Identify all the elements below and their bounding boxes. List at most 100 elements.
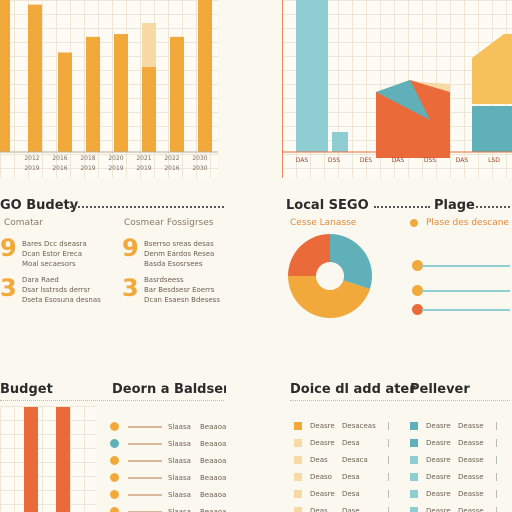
list-item-bar (128, 443, 162, 445)
list-item-marker (410, 507, 418, 512)
pie-slice (330, 234, 372, 289)
list-item-divider (388, 507, 389, 512)
bottom-left-bar-grid (0, 406, 96, 512)
mid-right-title: Local SEGO (286, 198, 369, 213)
mid-right-subtitle: Cesse Lanasse (290, 218, 357, 228)
bar (114, 34, 128, 152)
list-item: Bares Dcc dseasra (22, 240, 87, 248)
bottom-left-title: Budget (0, 382, 53, 397)
bar (58, 52, 72, 152)
list-item: Dcan Esaesn Bdesess (144, 296, 220, 304)
bottom-left-divider (0, 400, 224, 401)
list-item: Dara Raed (22, 276, 59, 284)
tick-label: 2019 (136, 165, 151, 172)
mid-left-title-divider (70, 206, 224, 208)
bottom-right-title: Doice dl add ater (290, 382, 416, 397)
list-item: Denm Eardos Resea (144, 250, 215, 258)
list-item-marker (110, 439, 119, 448)
list-item-divider (496, 456, 497, 464)
list-item-value: Dase (342, 507, 360, 512)
bar (198, 0, 212, 152)
bar (24, 407, 38, 512)
mid-right-subtitle-2: Plase des descane (426, 218, 509, 228)
list-item-label: Slaasa (168, 491, 191, 499)
tick-label: 2012 (24, 155, 39, 162)
bottom-right-list-2: Deasre Deasse Deasre Deasse Deasre Deasse Deas… (408, 398, 512, 512)
list-item: Bserrso sreas desas (144, 240, 214, 248)
list-item-value: Desa (342, 473, 360, 481)
list-item: Dseta Esosuna desnas (22, 296, 101, 304)
tick-label: DAS (456, 157, 469, 164)
mid-right-pie-chart (288, 234, 372, 318)
list-item-bar (128, 460, 162, 462)
mid-left-number-1: 9 (0, 234, 17, 262)
list-item-label: Deas (310, 507, 328, 512)
list-item-divider (388, 456, 389, 464)
tick-label: 2020 (108, 155, 123, 162)
timeline-line-1 (422, 265, 510, 267)
mid-right-panel: Local SEGO Plage Cesse Lanasse Plase des… (282, 196, 512, 326)
list-item-label: Deasre (310, 422, 335, 430)
tick-label: 2022 (164, 155, 179, 162)
mid-left-number-4: 3 (122, 274, 139, 302)
tick-label: DAS (392, 157, 405, 164)
list-item: Moal secaesors (22, 260, 76, 268)
bar (86, 36, 100, 153)
list-item-value: Desa (342, 439, 360, 447)
list-item-divider (388, 422, 389, 430)
list-item-label: Deasre (310, 490, 335, 498)
list-item-label: Deasre (310, 439, 335, 447)
tick-label: DSS (424, 157, 436, 164)
list-item-divider (496, 422, 497, 430)
bar (332, 132, 348, 152)
tick-label: 2021 (136, 155, 151, 162)
pie-slice (288, 234, 330, 276)
list-item-marker (294, 422, 302, 430)
bottom-right-panel: Doice dl add ater Pellever Deasre Desacea… (282, 378, 512, 512)
list-item-label: Slaasa (168, 440, 191, 448)
mid-left-number-2: 9 (122, 234, 139, 262)
list-item-bar (128, 494, 162, 496)
list-item: Dcan Estor Ereca (22, 250, 82, 258)
list-item: Dsar lsstrsds derrsr (22, 286, 91, 294)
list-item: Basda Esosrsees (144, 260, 203, 268)
list-item-marker (294, 456, 302, 464)
bar-highlight (142, 23, 156, 68)
list-item-marker (294, 490, 302, 498)
top-right-chart-panel: DAS DSS DES DAS DSS DAS LSD (282, 0, 512, 178)
list-item-value: Deasse (458, 422, 484, 430)
list-item-value: Desaceas (342, 422, 376, 430)
list-item-divider (388, 473, 389, 481)
area-shape (472, 34, 512, 104)
timeline-dot-1 (412, 260, 423, 271)
list-item-value: Deasse (458, 456, 484, 464)
top-right-geometric-chart: DAS DSS DES DAS DSS DAS LSD (282, 0, 512, 178)
bottom-right-title-2: Pellever (410, 382, 470, 397)
bottom-left-title-2: Deorn a Baldserre (112, 382, 226, 397)
bar (472, 106, 512, 152)
list-item-label: Slaasa (168, 423, 191, 431)
list-item-marker (410, 490, 418, 498)
mid-left-title: GO Budety (0, 198, 79, 213)
tick-label: 2030 (192, 155, 207, 162)
bottom-left-panel: Budget Deorn a Baldserre Slaasa Beaaoa Sla… (0, 378, 226, 512)
list-item-value: Beaaoa (200, 423, 226, 431)
list-item-label: Deas (310, 456, 328, 464)
bar (170, 36, 184, 153)
list-item-label: Slaasa (168, 474, 191, 482)
list-item-value: Beaaoa (200, 491, 226, 499)
list-item-label: Deasre (426, 507, 451, 512)
list-item-value: Deasse (458, 473, 484, 481)
bottom-right-list: Deasre Desaceas Deasre Desa Deas Desaca Deaso D… (292, 398, 402, 512)
mid-right-title-2: Plage (434, 198, 475, 213)
list-item-marker (410, 456, 418, 464)
mid-right-title-divider (374, 206, 430, 208)
timeline-line-2 (422, 290, 510, 292)
list-item-value: Deasse (458, 507, 484, 512)
timeline-dot-2 (412, 285, 423, 296)
list-item-marker (110, 456, 119, 465)
timeline-dot-3 (412, 304, 423, 315)
list-item-value: Deasse (458, 439, 484, 447)
list-item-label: Deaso (310, 473, 332, 481)
timeline-line-3 (422, 309, 510, 311)
